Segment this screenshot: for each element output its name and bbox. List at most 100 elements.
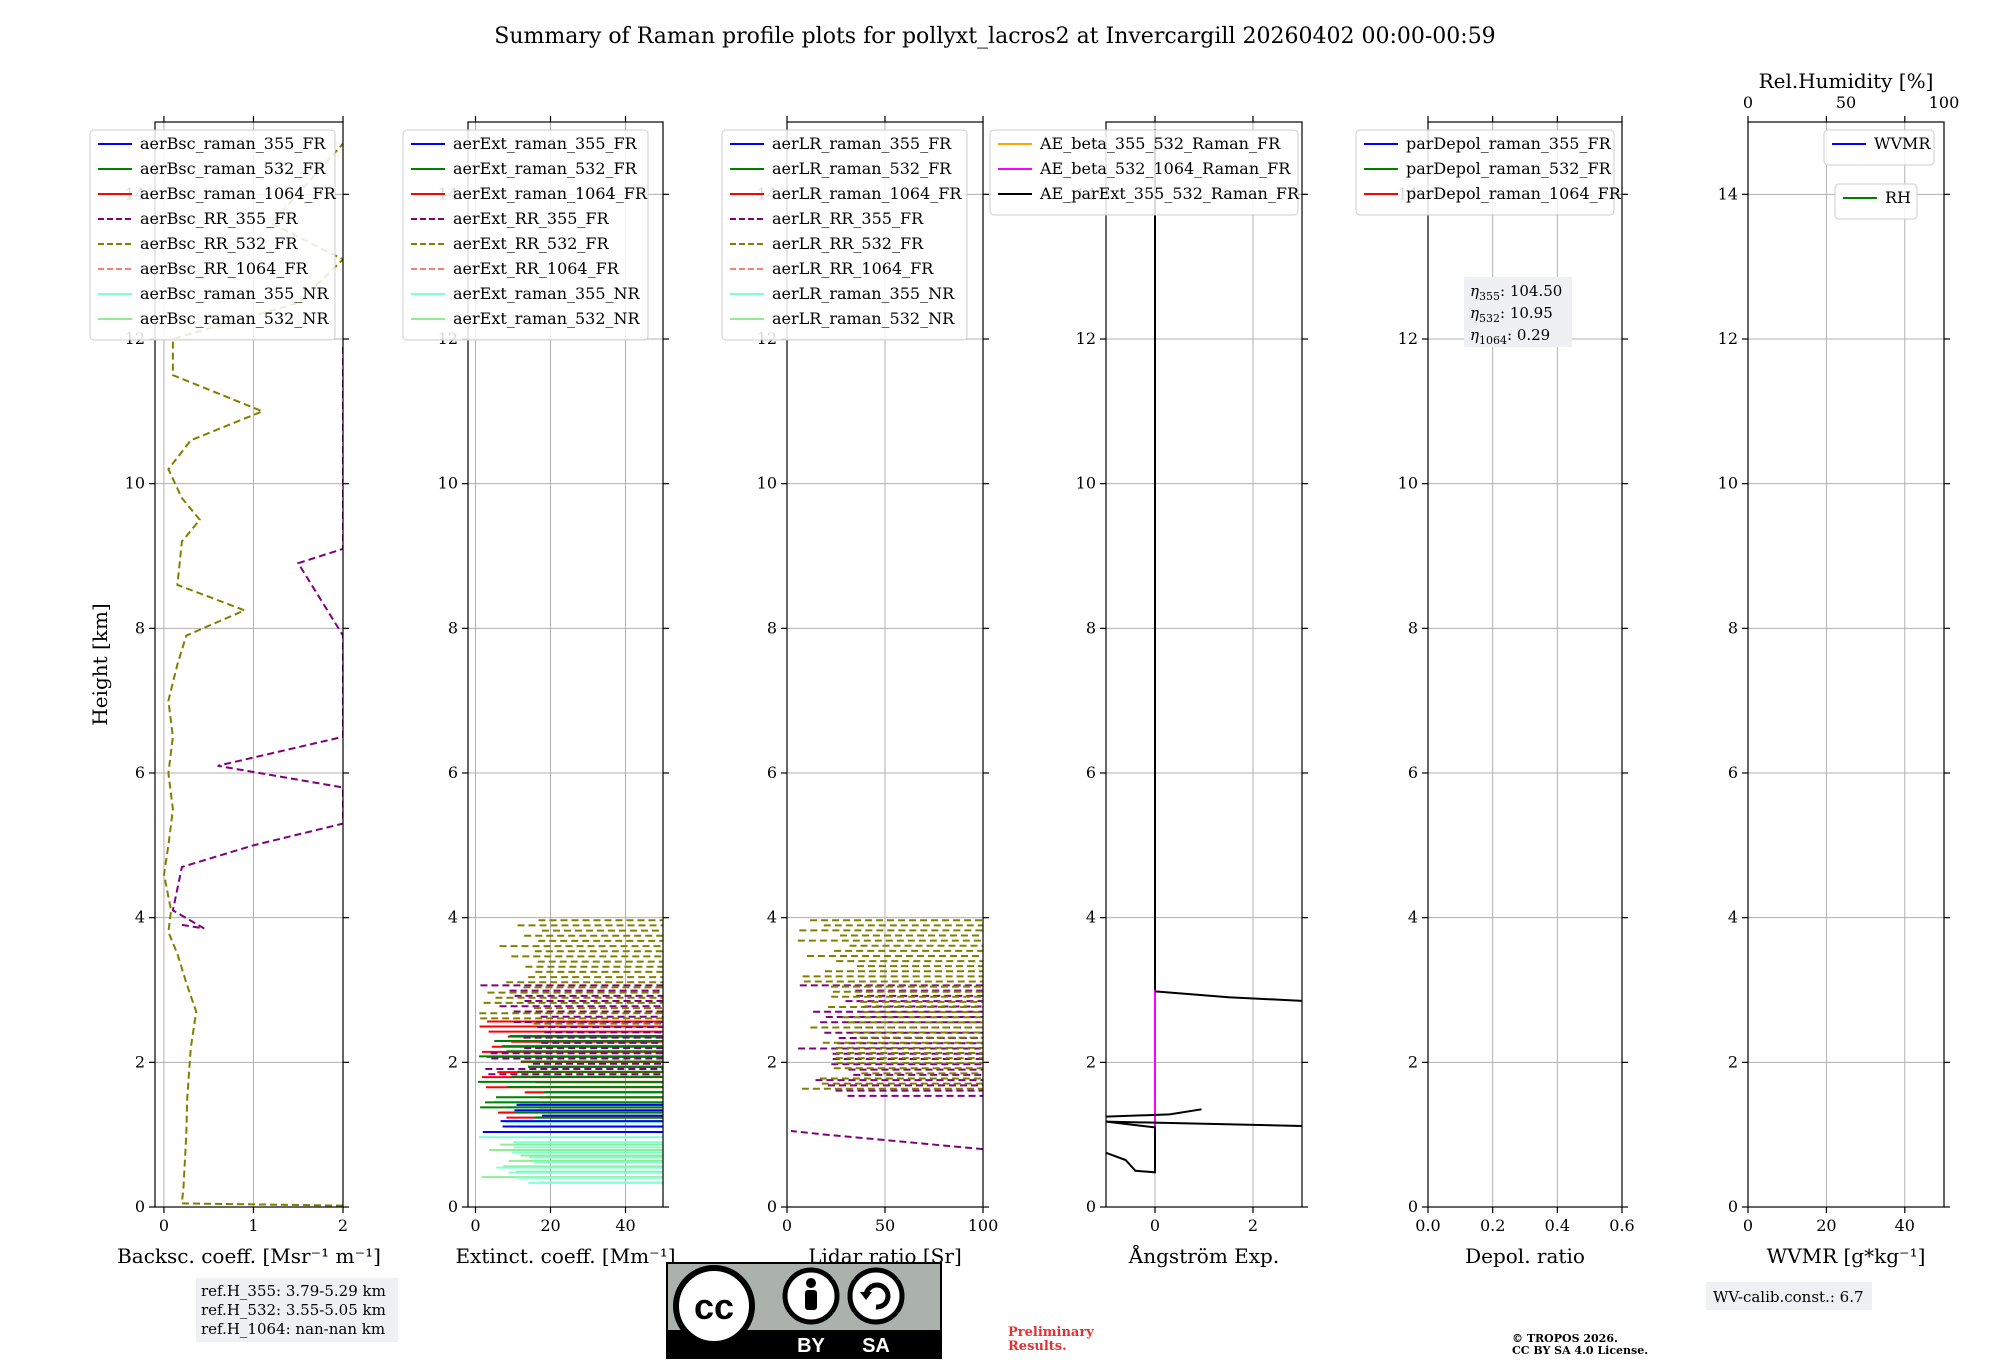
y-tick-label: 2: [1408, 1052, 1418, 1071]
by-label: BY: [797, 1335, 825, 1357]
y-tick-label: 8: [448, 618, 458, 637]
legend-entry: aerExt_raman_532_FR: [453, 159, 638, 178]
y-tick-label: 8: [1086, 618, 1096, 637]
legend-frame: [721, 129, 968, 341]
y-tick-label: 6: [135, 763, 145, 782]
series-group: [162, 143, 343, 1207]
legend-entry: aerBsc_raman_355_FR: [140, 134, 326, 153]
legend-frame: [402, 129, 649, 341]
x-axis-label: Backsc. coeff. [Msr⁻¹ m⁻¹]: [117, 1244, 381, 1268]
series-group: [477, 919, 663, 1184]
eta-value-532: η532: 10.95: [1470, 304, 1553, 325]
legend-entry: AE_beta_532_1064_Raman_FR: [1039, 159, 1291, 178]
x-tick-label: 0: [782, 1216, 792, 1235]
x-tick-label: 20: [1816, 1216, 1836, 1235]
top-x-tick-label: 50: [1836, 93, 1856, 112]
axes-frame: [467, 121, 664, 1208]
x-tick-label: 0.0: [1415, 1216, 1440, 1235]
legend-entry: aerLR_raman_355_NR: [772, 284, 955, 303]
series-line-AE_parExt_355_532_Raman_FR: [1106, 1120, 1302, 1174]
x-tick-label: 40: [615, 1216, 635, 1235]
y-tick-label: 6: [767, 763, 777, 782]
legend-entry: aerBsc_raman_532_NR: [140, 309, 329, 328]
y-tick-label: 0: [135, 1197, 145, 1216]
x-tick-label: 2: [338, 1216, 348, 1235]
x-axis-label: WVMR [g*kg⁻¹]: [1767, 1244, 1926, 1268]
panel-ext: 0204002468101214Extinct. coeff. [Mm⁻¹]ae…: [402, 116, 676, 1268]
y-tick-label: 8: [135, 618, 145, 637]
ref-height-1064: ref.H_1064: nan-nan km: [201, 1320, 385, 1338]
x-axis-label: Depol. ratio: [1465, 1244, 1585, 1268]
by-person-head-icon: [806, 1278, 816, 1288]
figure-title: Summary of Raman profile plots for polly…: [494, 24, 1495, 49]
preliminary-results: Preliminary Results.: [1008, 1325, 1098, 1354]
y-tick-label: 10: [1076, 474, 1096, 493]
legend-entry: aerLR_raman_532_FR: [772, 159, 952, 178]
series-line-aerBsc_RR_532_FR: [162, 143, 343, 1207]
legend-frame: [1823, 129, 1935, 166]
y-tick-label: 12: [1398, 329, 1418, 348]
y-axis-label: Height [km]: [88, 603, 112, 725]
x-tick-label: 0: [159, 1216, 169, 1235]
series-line-AE_parExt_355_532_Raman_FR_c: [1154, 990, 1302, 1002]
y-tick-label: 8: [1408, 618, 1418, 637]
series-line-AE_parExt_355_532_Raman_FR_b: [1106, 1108, 1202, 1118]
eta-number: : 10.95: [1500, 304, 1553, 322]
panel-ae: 0202468101214Ångström Exp.AE_beta_355_53…: [989, 116, 1308, 1268]
eta-box: [1464, 277, 1572, 347]
legend-entry: aerBsc_RR_355_FR: [140, 209, 298, 228]
footer: ref.H_355: 3.79-5.29 km ref.H_532: 3.55-…: [196, 1262, 1872, 1359]
y-tick-label: 6: [448, 763, 458, 782]
y-tick-label: 10: [757, 474, 777, 493]
axes-frame: [1105, 121, 1303, 1208]
legend-frame: [89, 129, 336, 341]
x-tick-label: 50: [875, 1216, 895, 1235]
legend-entry: aerBsc_raman_355_NR: [140, 284, 329, 303]
y-tick-label: 12: [1076, 329, 1096, 348]
legend-entry: aerLR_RR_355_FR: [772, 209, 924, 228]
x-tick-label: 0.6: [1609, 1216, 1634, 1235]
legend-entry: parDepol_raman_355_FR: [1406, 134, 1612, 153]
y-tick-label: 0: [767, 1197, 777, 1216]
legend: aerBsc_raman_355_FR aerBsc_raman_532_FRae…: [89, 129, 337, 341]
eta-symbol: η: [1470, 282, 1479, 300]
legend-entry: aerLR_raman_355_FR: [772, 134, 952, 153]
x-tick-label: 0.4: [1545, 1216, 1570, 1235]
series-group: [1106, 129, 1302, 1174]
legend: aerLR_raman_355_FR aerLR_raman_532_FR aerL…: [721, 129, 968, 341]
series-group: [790, 919, 983, 1151]
legend-entry: aerBsc_RR_1064_FR: [140, 259, 309, 278]
legend-entry: RH: [1885, 188, 1911, 207]
legend-entry: aerBsc_raman_532_FR: [140, 159, 326, 178]
legend-entry: aerExt_raman_355_FR: [453, 134, 638, 153]
eta-value-355: η355: 104.50: [1470, 282, 1562, 303]
y-tick-label: 0: [1408, 1197, 1418, 1216]
ref-height-532: ref.H_532: 3.55-5.05 km: [201, 1301, 386, 1319]
y-tick-label: 6: [1086, 763, 1096, 782]
top-x-axis-label: Rel.Humidity [%]: [1759, 69, 1934, 93]
legend: AE_beta_355_532_Raman_FR AE_beta_532_1064…: [989, 129, 1300, 216]
wv-calib-const: WV-calib.const.: 6.7: [1713, 1288, 1864, 1306]
legend-entry: parDepol_raman_532_FR: [1406, 159, 1612, 178]
eta-number: : 104.50: [1500, 282, 1562, 300]
eta-subscript: 532: [1479, 312, 1500, 325]
y-tick-label: 2: [135, 1052, 145, 1071]
ref-heights-box: [196, 1278, 398, 1342]
legend-entry: AE_beta_355_532_Raman_FR: [1039, 134, 1281, 153]
legend-frame: [1355, 129, 1615, 216]
series-line-aerLR_RR_355_FR: [790, 1130, 983, 1151]
legend-entry: aerExt_RR_1064_FR: [453, 259, 620, 278]
legend-entry: aerLR_raman_1064_FR: [772, 184, 962, 203]
y-tick-label: 4: [448, 908, 458, 927]
axes-frame: [154, 121, 344, 1208]
legend-entry: AE_parExt_355_532_Raman_FR: [1039, 184, 1300, 203]
top-x-tick-label: 100: [1929, 93, 1960, 112]
panel-depol: 0.00.20.40.602468101214Depol. ratioparDe…: [1355, 116, 1635, 1268]
y-tick-label: 10: [438, 474, 458, 493]
eta-number: : 0.29: [1507, 326, 1550, 344]
y-tick-label: 2: [1086, 1052, 1096, 1071]
legend-entry: aerLR_raman_532_NR: [772, 309, 955, 328]
y-tick-label: 2: [448, 1052, 458, 1071]
ref-height-355: ref.H_355: 3.79-5.29 km: [201, 1282, 386, 1300]
